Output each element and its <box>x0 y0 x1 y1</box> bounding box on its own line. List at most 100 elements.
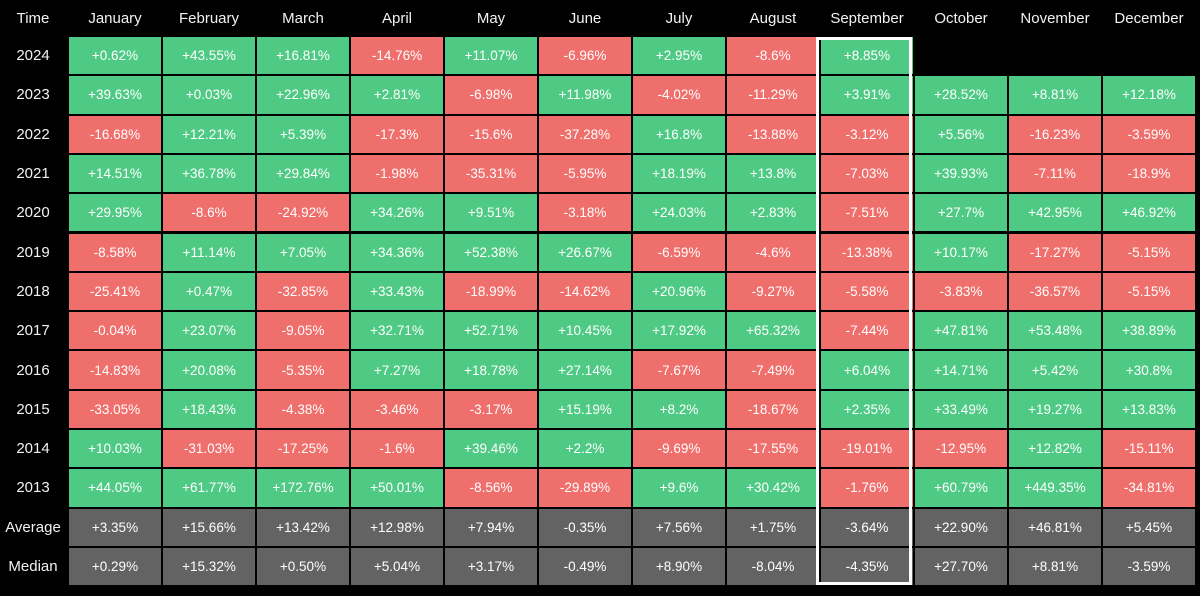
return-cell-2013-june: -29.89% <box>539 469 631 507</box>
row-label-2017: 2017 <box>16 322 50 340</box>
summary-cell-median-october: +27.70% <box>915 547 1007 586</box>
return-cell-2019-january: -8.58% <box>69 233 161 271</box>
return-cell-2015-july: +8.2% <box>633 390 725 428</box>
return-cell-2020-december: +46.92% <box>1103 194 1195 232</box>
return-cell-2019-may: +52.38% <box>445 233 537 271</box>
return-cell-2024-february: +43.55% <box>163 37 255 75</box>
return-cell-2022-february: +12.21% <box>163 115 255 153</box>
return-cell-2015-june: +15.19% <box>539 390 631 428</box>
return-cell-2023-october: +28.52% <box>915 76 1007 114</box>
return-cell-2019-june: +26.67% <box>539 233 631 271</box>
return-cell-2019-july: -6.59% <box>633 233 725 271</box>
return-cell-2019-october: +10.17% <box>915 233 1007 271</box>
return-cell-2022-august: -13.88% <box>727 115 819 153</box>
summary-cell-average-july: +7.56% <box>633 508 725 546</box>
return-cell-2017-march: -9.05% <box>257 312 349 350</box>
column-header-november: November <box>1020 9 1090 27</box>
summary-cell-median-may: +3.17% <box>445 547 537 586</box>
summary-cell-average-november: +46.81% <box>1009 508 1101 546</box>
return-cell-2023-august: -11.29% <box>727 76 819 114</box>
return-cell-2020-october: +27.7% <box>915 194 1007 232</box>
return-cell-2021-august: +13.8% <box>727 154 819 193</box>
return-cell-2023-november: +8.81% <box>1009 76 1101 114</box>
row-label-2018: 2018 <box>16 282 50 300</box>
return-cell-2020-april: +34.26% <box>351 194 443 232</box>
return-cell-2024-july: +2.95% <box>633 37 725 75</box>
return-cell-2021-may: -35.31% <box>445 154 537 193</box>
return-cell-2016-march: -5.35% <box>257 351 349 389</box>
return-cell-2013-may: -8.56% <box>445 469 537 507</box>
return-cell-2013-january: +44.05% <box>69 469 161 507</box>
row-label-2023: 2023 <box>16 86 50 104</box>
return-cell-2017-september: -7.44% <box>821 312 913 350</box>
summary-cell-average-june: -0.35% <box>539 508 631 546</box>
return-cell-2021-july: +18.19% <box>633 154 725 193</box>
return-cell-2015-may: -3.17% <box>445 390 537 428</box>
return-cell-2020-july: +24.03% <box>633 194 725 232</box>
return-cell-2022-july: +16.8% <box>633 115 725 153</box>
return-cell-2024-june: -6.96% <box>539 37 631 75</box>
return-cell-2020-february: -8.6% <box>163 194 255 232</box>
return-cell-2016-january: -14.83% <box>69 351 161 389</box>
return-cell-2016-december: +30.8% <box>1103 351 1195 389</box>
return-cell-2021-january: +14.51% <box>69 154 161 193</box>
return-cell-2019-march: +7.05% <box>257 233 349 271</box>
return-cell-2021-october: +39.93% <box>915 154 1007 193</box>
return-cell-2019-april: +34.36% <box>351 233 443 271</box>
return-cell-2024-january: +0.62% <box>69 37 161 75</box>
return-cell-2024-april: -14.76% <box>351 37 443 75</box>
return-cell-2018-january: -25.41% <box>69 272 161 311</box>
summary-cell-average-march: +13.42% <box>257 508 349 546</box>
column-header-september: September <box>830 9 904 27</box>
return-cell-2016-june: +27.14% <box>539 351 631 389</box>
return-cell-2015-february: +18.43% <box>163 390 255 428</box>
row-label-2019: 2019 <box>16 243 50 261</box>
return-cell-2023-june: +11.98% <box>539 76 631 114</box>
return-cell-2018-december: -5.15% <box>1103 272 1195 311</box>
row-label-2022: 2022 <box>16 125 50 143</box>
return-cell-2014-october: -12.95% <box>915 430 1007 468</box>
summary-cell-median-march: +0.50% <box>257 547 349 586</box>
return-cell-2016-august: -7.49% <box>727 351 819 389</box>
summary-cell-median-january: +0.29% <box>69 547 161 586</box>
return-cell-2014-march: -17.25% <box>257 430 349 468</box>
return-cell-2016-september: +6.04% <box>821 351 913 389</box>
return-cell-2015-december: +13.83% <box>1103 390 1195 428</box>
return-cell-2017-june: +10.45% <box>539 312 631 350</box>
return-cell-2023-may: -6.98% <box>445 76 537 114</box>
corner-label: Time <box>16 9 50 27</box>
return-cell-2018-may: -18.99% <box>445 272 537 311</box>
summary-cell-median-june: -0.49% <box>539 547 631 586</box>
column-header-july: July <box>665 9 693 27</box>
return-cell-2019-november: -17.27% <box>1009 233 1101 271</box>
return-cell-2013-november: +449.35% <box>1009 469 1101 507</box>
column-header-january: January <box>88 9 142 27</box>
return-cell-2021-march: +29.84% <box>257 154 349 193</box>
return-cell-2023-december: +12.18% <box>1103 76 1195 114</box>
return-cell-2017-july: +17.92% <box>633 312 725 350</box>
return-cell-2018-march: -32.85% <box>257 272 349 311</box>
return-cell-2014-december: -15.11% <box>1103 430 1195 468</box>
return-cell-2016-july: -7.67% <box>633 351 725 389</box>
return-cell-2016-february: +20.08% <box>163 351 255 389</box>
return-cell-2023-september: +3.91% <box>821 76 913 114</box>
return-cell-2020-may: +9.51% <box>445 194 537 232</box>
row-label-2014: 2014 <box>16 440 50 458</box>
return-cell-2018-february: +0.47% <box>163 272 255 311</box>
return-cell-2017-november: +53.48% <box>1009 312 1101 350</box>
summary-cell-average-december: +5.45% <box>1103 508 1195 546</box>
row-label-2021: 2021 <box>16 165 50 183</box>
return-cell-2023-july: -4.02% <box>633 76 725 114</box>
column-header-august: August <box>749 9 797 27</box>
return-cell-2018-september: -5.58% <box>821 272 913 311</box>
return-cell-2020-january: +29.95% <box>69 194 161 232</box>
column-header-march: March <box>282 9 324 27</box>
return-cell-2022-june: -37.28% <box>539 115 631 153</box>
return-cell-2023-march: +22.96% <box>257 76 349 114</box>
return-cell-2021-june: -5.95% <box>539 154 631 193</box>
return-cell-2024-may: +11.07% <box>445 37 537 75</box>
return-cell-2022-october: +5.56% <box>915 115 1007 153</box>
return-cell-2019-february: +11.14% <box>163 233 255 271</box>
return-cell-2021-september: -7.03% <box>821 154 913 193</box>
